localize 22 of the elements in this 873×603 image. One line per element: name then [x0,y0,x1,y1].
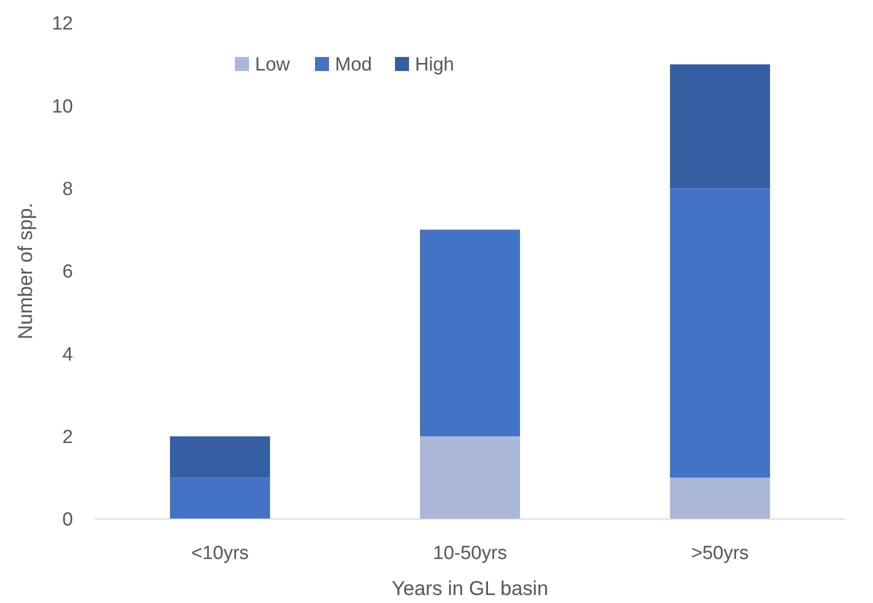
legend-label: Low [255,54,290,76]
y-tick-label: 6 [62,262,73,283]
bar [170,478,270,519]
legend-label: High [415,54,454,76]
y-axis-title: Number of spp. [15,202,37,340]
bar [670,188,770,478]
y-tick-label: 10 [52,96,73,118]
x-axis-title: Years in GL basin [392,578,548,600]
x-tick-label: >50yrs [691,543,749,564]
y-tick-label: 12 [52,14,73,35]
bar [670,64,770,188]
bar [420,436,520,519]
y-tick-label: 8 [62,178,73,200]
y-tick-label: 0 [62,510,73,531]
y-tick-label: 4 [62,344,74,366]
bar [420,230,520,436]
x-tick-label: <10yrs [191,543,249,564]
bar [170,436,270,478]
x-tick-label: 10-50yrs [433,543,507,564]
bar [670,478,770,519]
legend-label: Mod [335,54,372,76]
y-tick-label: 2 [62,426,73,448]
